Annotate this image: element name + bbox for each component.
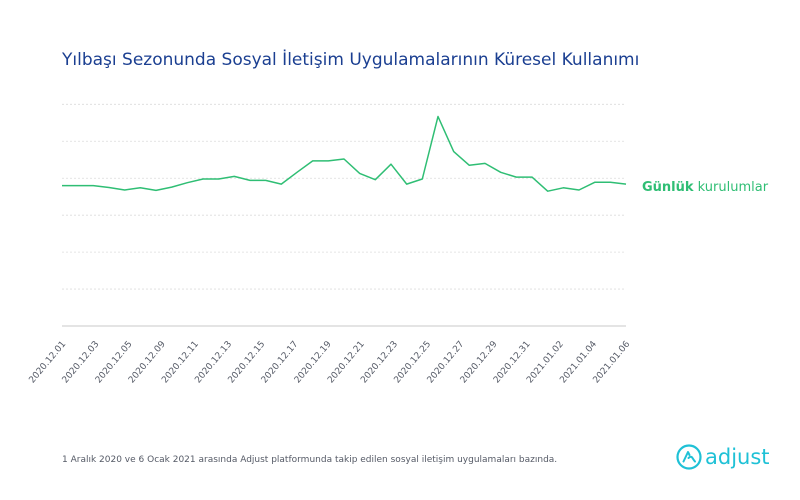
series-label-bold: Günlük [642, 180, 694, 195]
series-line [62, 115, 627, 192]
chart-title: Yılbaşı Sezonunda Sosyal İletişim Uygula… [62, 50, 640, 70]
series-label: Günlük kurulumlar [642, 180, 768, 195]
adjust-logo-icon [676, 444, 702, 470]
grid-layer [62, 103, 626, 327]
logo-text: adjust [705, 445, 770, 469]
series-label-rest: kurulumlar [693, 180, 769, 195]
adjust-logo: adjust [676, 444, 770, 470]
x-tick-labels: 2020.12.012020.12.032020.12.052020.12.09… [28, 339, 633, 385]
footnote: 1 Aralık 2020 ve 6 Ocak 2021 arasında Ad… [62, 455, 558, 465]
line-layer [62, 115, 627, 192]
